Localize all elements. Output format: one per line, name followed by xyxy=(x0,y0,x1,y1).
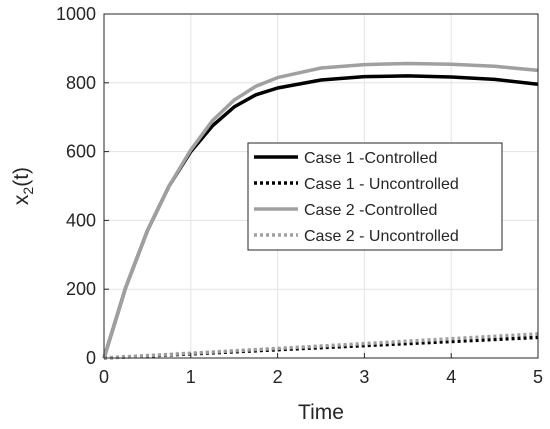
y-axis-label-subscript: 2 xyxy=(20,187,36,195)
series-line-4 xyxy=(103,332,539,360)
axes-box xyxy=(103,13,539,359)
axis-ticks: 0 1 2 3 4 5 0 200 400 600 800 1000 xyxy=(56,4,543,387)
y-tick-label: 400 xyxy=(66,210,96,230)
y-tick-label: 1000 xyxy=(56,4,96,24)
y-axis-label: x2(t) xyxy=(10,167,36,205)
y-axis-label-base: x xyxy=(10,194,33,205)
x-tick-label: 3 xyxy=(359,367,369,387)
y-tick-label: 200 xyxy=(66,279,96,299)
legend-entry-label: Case 2 - Uncontrolled xyxy=(304,228,459,245)
x-axis-label: Time xyxy=(298,401,344,424)
legend-entry-label: Case 1 - Uncontrolled xyxy=(304,176,459,193)
legend: Case 1 -Controlled Case 1 - Uncontrolled C… xyxy=(247,142,503,251)
x-tick-label: 2 xyxy=(273,367,283,387)
x-tick-label: 1 xyxy=(186,367,196,387)
legend-entry-label: Case 1 -Controlled xyxy=(304,150,437,167)
y-tick-label: 600 xyxy=(66,142,96,162)
y-tick-label: 800 xyxy=(66,73,96,93)
legend-box xyxy=(247,142,503,251)
x-tick-label: 0 xyxy=(99,367,109,387)
series-line-3 xyxy=(102,61,539,359)
legend-entry-label: Case 2 -Controlled xyxy=(304,202,437,219)
x-tick-label: 5 xyxy=(533,367,543,387)
x-tick-label: 4 xyxy=(446,367,456,387)
y-tick-label: 0 xyxy=(86,348,96,368)
y-axis-label-tail: (t) xyxy=(10,167,33,187)
series-lines xyxy=(102,61,539,360)
